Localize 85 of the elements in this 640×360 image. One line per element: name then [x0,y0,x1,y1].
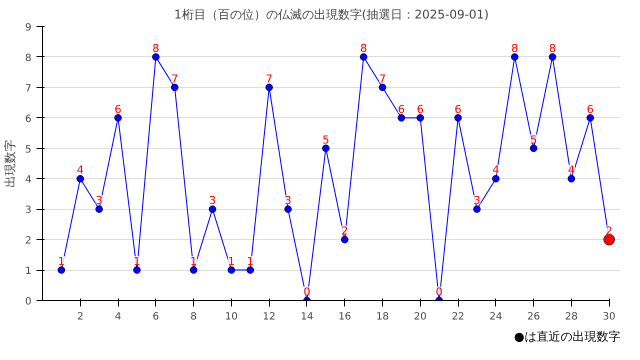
x-tick-label: 16 [338,312,352,322]
point [454,114,462,122]
x-tick-label: 24 [489,312,502,322]
y-tick-label: 2 [25,236,32,247]
text: ●は直近の出現数字 [514,330,621,344]
point [152,53,160,61]
point [114,114,122,122]
data-label: 4 [492,164,500,177]
data-label: 3 [209,194,216,208]
data-label: 6 [416,102,424,116]
chart-title: 1桁目（百の位）の仏滅の出現数字(抽選日：2025-09-01) [174,8,489,22]
data-label: 8 [511,42,518,55]
point [133,266,141,274]
y-tick-label: 5 [25,144,32,156]
data-label: 8 [549,42,556,55]
x-tick-label: 26 [527,312,540,322]
data-label: 3 [96,194,103,208]
point [568,174,576,182]
x-tick-label: 30 [602,312,616,322]
point [246,266,254,274]
x-tick-label: 6 [152,312,160,322]
point [322,144,330,152]
data-label: 8 [152,42,160,55]
point [208,205,216,213]
data-label: 0 [303,286,310,298]
data-label: 4 [76,164,84,177]
x-tick-label: 2 [77,312,84,322]
data-label: 0 [436,286,443,298]
point [170,84,178,92]
x-tick-label: 28 [565,312,578,322]
data-label: 6 [454,102,462,116]
data-label: 1 [58,255,65,268]
x-tick-label: 20 [414,312,427,322]
data-label: 3 [284,194,292,208]
point [95,205,103,213]
data-label: 2 [341,224,348,238]
data-label: 7 [379,72,386,86]
y-tick-label: 8 [25,52,32,64]
y-tick-label: 9 [25,22,32,34]
point [510,53,518,61]
data-label: 6 [586,102,594,116]
x-tick-label: 4 [114,312,122,322]
point [340,236,348,244]
x-tick-label: 8 [190,312,197,322]
y-tick-label: 3 [25,205,32,216]
y-tick-label: 7 [25,83,32,94]
point [473,205,481,213]
data-label: 8 [360,42,368,55]
point [76,174,84,182]
data-label: 1 [228,255,235,268]
point [265,84,273,92]
x-tick-label: 18 [376,312,389,322]
data-label: 7 [171,72,178,86]
point [284,205,292,213]
data-label: 5 [322,133,330,146]
data-label: 6 [114,102,122,116]
data-label: 1 [190,255,198,268]
data-label: 3 [473,194,480,208]
y-tick-label: 4 [25,174,32,186]
point [548,53,556,61]
data-label: 4 [568,164,575,177]
data-label: 1 [246,255,254,268]
point [228,266,236,274]
x-tick-label: 14 [300,312,314,322]
x-tick-label: 22 [452,312,464,322]
data-label: 7 [266,72,273,86]
point [398,114,406,122]
data-label: 1 [133,255,140,268]
point [586,114,594,122]
point [416,114,424,122]
y-axis-title: 出現数字 [3,140,18,188]
point [378,84,386,92]
point [492,174,500,182]
data-label: 6 [398,102,405,116]
y-tick-label: 6 [25,114,32,125]
data-label: 5 [530,133,538,146]
data-label: 2 [606,224,613,238]
point [190,266,198,274]
point [360,53,368,61]
point [58,266,66,274]
x-tick-label: 12 [262,312,276,322]
x-tick-label: 10 [225,312,238,322]
y-tick-label: 1 [25,266,32,278]
y-tick-label: 0 [25,296,32,308]
point [530,144,538,152]
